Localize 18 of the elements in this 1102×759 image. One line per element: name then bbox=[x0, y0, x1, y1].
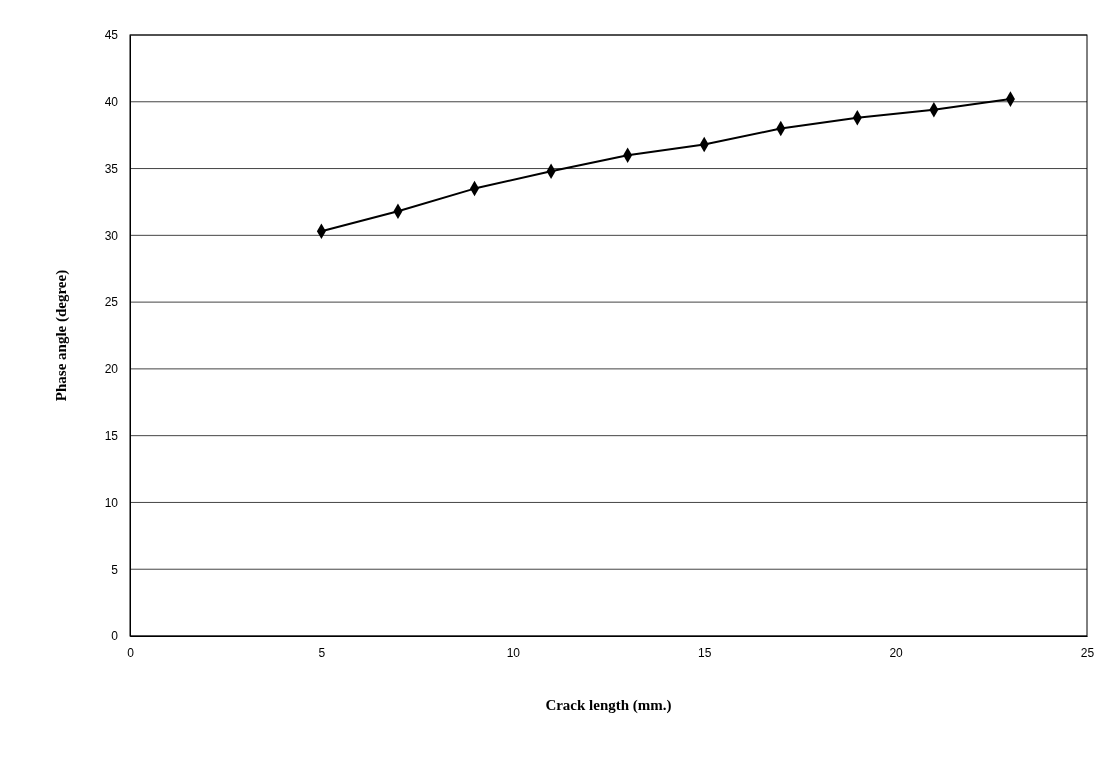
y-tick-label: 45 bbox=[104, 28, 119, 43]
x-tick-label: 20 bbox=[889, 645, 904, 660]
x-tick-label: 25 bbox=[1080, 645, 1095, 660]
y-tick-label: 0 bbox=[111, 629, 119, 644]
x-tick-label: 5 bbox=[318, 645, 326, 660]
y-tick-label: 15 bbox=[104, 429, 119, 444]
y-tick-label: 10 bbox=[104, 495, 119, 510]
y-tick-label: 40 bbox=[104, 95, 119, 110]
y-axis-title: Phase angle (degree) bbox=[53, 269, 70, 402]
x-axis-title: Crack length (mm.) bbox=[545, 697, 672, 714]
x-tick-label: 15 bbox=[698, 645, 712, 660]
x-tick-label: 0 bbox=[127, 645, 135, 660]
y-tick-label: 30 bbox=[104, 228, 119, 243]
y-tick-label: 25 bbox=[104, 295, 119, 310]
y-tick-label: 35 bbox=[104, 161, 119, 176]
y-tick-label: 5 bbox=[111, 562, 119, 577]
x-tick-label: 10 bbox=[506, 645, 521, 660]
y-tick-label: 20 bbox=[104, 362, 119, 377]
